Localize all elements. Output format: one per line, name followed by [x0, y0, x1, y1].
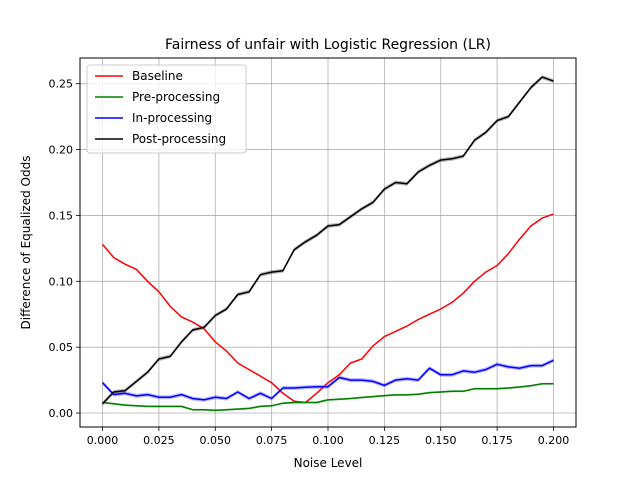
x-tick-label: 0.125: [369, 434, 401, 447]
pre-processing-line: [102, 383, 554, 412]
y-tick-label: 0.20: [49, 144, 74, 157]
y-tick-label: 0.25: [49, 78, 74, 91]
baseline-line: [101, 213, 554, 404]
chart-title: Fairness of unfair with Logistic Regress…: [165, 37, 491, 53]
x-tick-label: 0.000: [87, 434, 119, 447]
legend-label-post-processing: Post-processing: [132, 132, 226, 146]
x-axis-ticks: 0.000 0.025 0.050 0.075 0.100 0.125 0.150 0.175…: [87, 427, 569, 447]
y-tick-label: 0.00: [49, 407, 74, 420]
legend-label-in-processing: In-processing: [132, 111, 212, 125]
legend-label-pre-processing: Pre-processing: [132, 90, 220, 104]
y-axis-label: Difference of Equalized Odds: [19, 156, 33, 330]
y-tick-label: 0.10: [49, 275, 74, 288]
series-lines: [101, 76, 554, 412]
x-tick-label: 0.050: [200, 434, 232, 447]
x-tick-label: 0.100: [312, 434, 344, 447]
x-tick-label: 0.175: [481, 434, 513, 447]
x-tick-label: 0.150: [425, 434, 457, 447]
post-processing-line: [101, 76, 554, 405]
y-tick-label: 0.15: [49, 209, 74, 222]
y-tick-label: 0.05: [49, 341, 74, 354]
y-axis-ticks: 0.00 0.05 0.10 0.15 0.20 0.25: [49, 78, 80, 420]
in-processing-line: [101, 359, 554, 401]
x-tick-label: 0.200: [538, 434, 570, 447]
x-axis-label: Noise Level: [294, 456, 363, 470]
legend: Baseline Pre-processing In-processing Post-…: [86, 64, 247, 154]
x-tick-label: 0.025: [143, 434, 175, 447]
x-tick-label: 0.075: [256, 434, 288, 447]
legend-frame: [86, 64, 247, 154]
legend-label-baseline: Baseline: [132, 69, 183, 83]
